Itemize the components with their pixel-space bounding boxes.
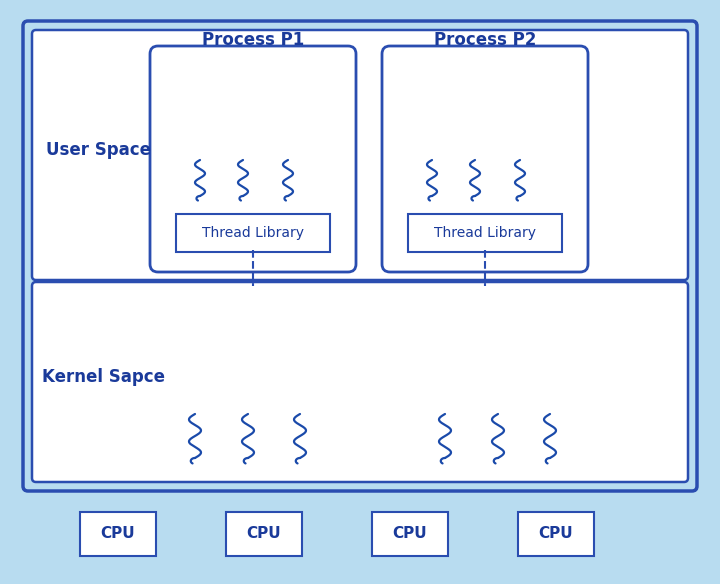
Text: CPU: CPU: [392, 527, 427, 541]
FancyBboxPatch shape: [23, 21, 697, 491]
FancyBboxPatch shape: [150, 46, 356, 272]
FancyBboxPatch shape: [372, 512, 448, 556]
Text: User Space: User Space: [45, 141, 150, 159]
FancyBboxPatch shape: [408, 214, 562, 252]
FancyBboxPatch shape: [32, 30, 688, 280]
Text: Thread Library: Thread Library: [434, 226, 536, 240]
FancyBboxPatch shape: [80, 512, 156, 556]
FancyBboxPatch shape: [518, 512, 594, 556]
Text: Process P1: Process P1: [202, 31, 304, 49]
Text: CPU: CPU: [101, 527, 135, 541]
FancyBboxPatch shape: [382, 46, 588, 272]
FancyBboxPatch shape: [226, 512, 302, 556]
Text: Thread Library: Thread Library: [202, 226, 304, 240]
Text: Process P2: Process P2: [434, 31, 536, 49]
Text: Kernel Sapce: Kernel Sapce: [42, 368, 166, 386]
FancyBboxPatch shape: [176, 214, 330, 252]
Text: CPU: CPU: [539, 527, 573, 541]
FancyBboxPatch shape: [32, 282, 688, 482]
Text: CPU: CPU: [247, 527, 282, 541]
